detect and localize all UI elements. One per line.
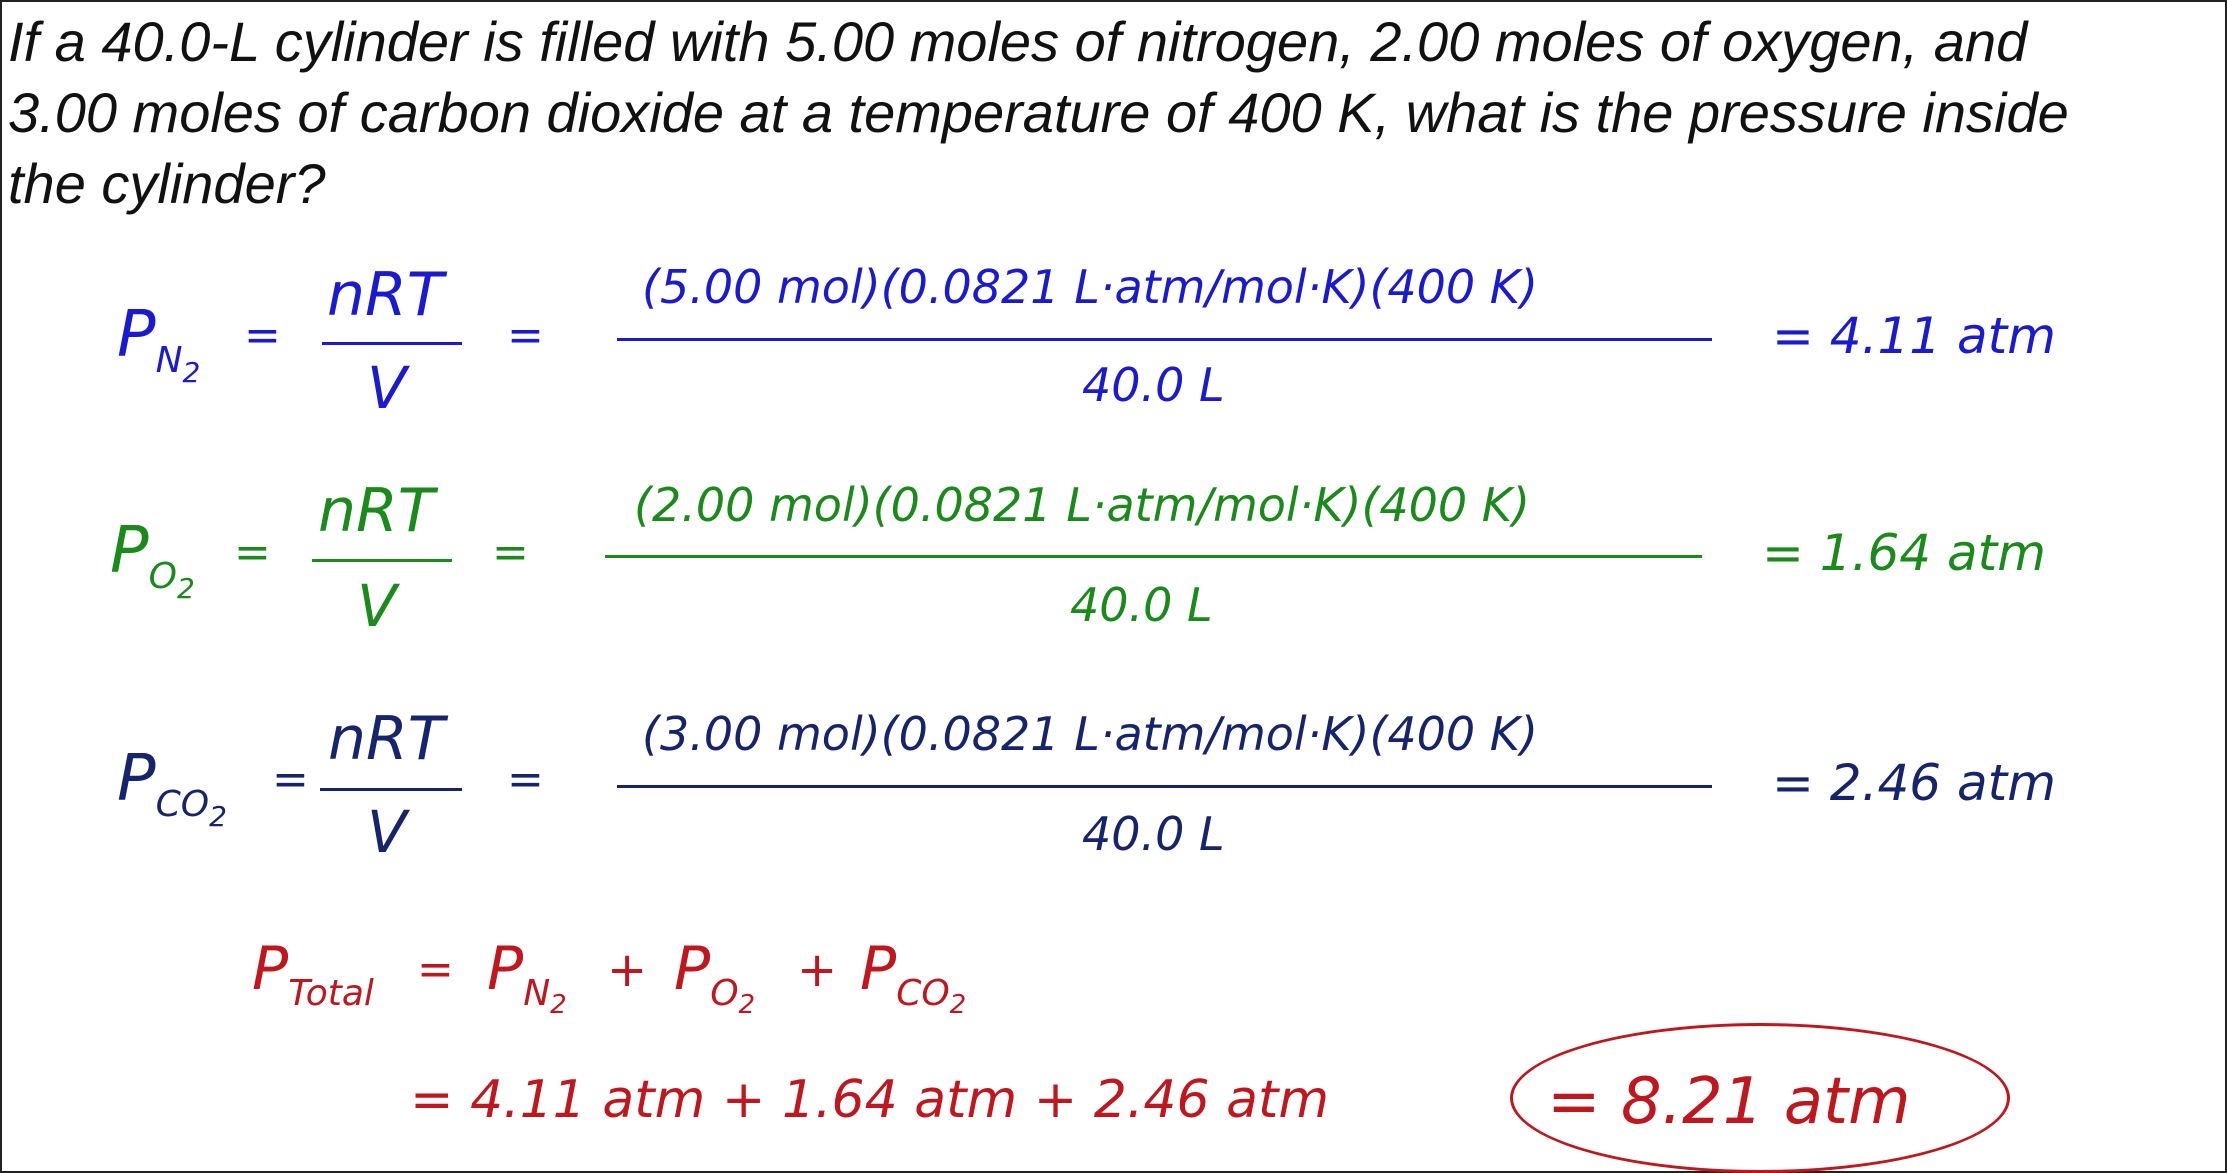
substitution-denominator: 40.0 L	[1070, 578, 1213, 632]
equals-sign: =	[272, 754, 309, 805]
pressure-symbol: PO2	[110, 514, 195, 605]
substitution-bar	[605, 555, 1702, 558]
substitution-numerator: (3.00 mol)(0.0821 L·atm/mol·K)(400 K)	[642, 707, 1538, 761]
partial-pressure-result: = 4.11 atm	[1772, 307, 2056, 365]
equals-sign: =	[244, 310, 281, 361]
final-answer: = 8.21 atm	[1547, 1065, 1911, 1139]
equals-sign: =	[417, 944, 454, 995]
fraction-numerator: nRT	[328, 704, 445, 774]
plus-sign: +	[797, 942, 838, 998]
term-co2: PCO2	[860, 934, 967, 1020]
fraction-numerator: nRT	[318, 476, 435, 546]
pressure-symbol: PN2	[117, 298, 201, 389]
pressure-symbol: PCO2	[117, 742, 227, 833]
partial-pressure-result: = 2.46 atm	[1772, 754, 2056, 812]
fraction-denominator: V	[367, 798, 407, 866]
substitution-numerator: (5.00 mol)(0.0821 L·atm/mol·K)(400 K)	[642, 260, 1538, 314]
fraction-bar	[312, 559, 452, 562]
problem-line-2: 3.00 moles of carbon dioxide at a temper…	[8, 81, 2069, 144]
substitution-denominator: 40.0 L	[1082, 358, 1225, 412]
fraction-denominator: V	[357, 572, 397, 640]
total-pressure-symbol: PTotal	[252, 934, 374, 1014]
sum-line: = 4.11 atm + 1.64 atm + 2.46 atm	[410, 1070, 1330, 1130]
fraction-bar	[322, 342, 462, 345]
partial-pressure-result: = 1.64 atm	[1762, 524, 2046, 582]
substitution-bar	[617, 785, 1712, 788]
fraction-denominator: V	[367, 354, 407, 422]
problem-line-1: If a 40.0-L cylinder is filled with 5.00…	[8, 10, 2028, 73]
fraction-bar	[320, 788, 462, 791]
fraction-numerator: nRT	[327, 260, 444, 330]
term-n2: PN2	[487, 934, 567, 1020]
term-o2: PO2	[674, 934, 756, 1020]
equals-sign: =	[507, 310, 544, 361]
problem-line-3: the cylinder?	[8, 152, 326, 215]
equals-sign: =	[492, 527, 529, 578]
plus-sign: +	[607, 942, 648, 998]
substitution-bar	[617, 338, 1712, 341]
equals-sign: =	[507, 754, 544, 805]
answer-circle	[1510, 1023, 2010, 1173]
problem-statement: If a 40.0-L cylinder is filled with 5.00…	[8, 6, 2218, 219]
equals-sign: =	[234, 527, 271, 578]
substitution-denominator: 40.0 L	[1082, 807, 1225, 861]
substitution-numerator: (2.00 mol)(0.0821 L·atm/mol·K)(400 K)	[634, 478, 1530, 532]
